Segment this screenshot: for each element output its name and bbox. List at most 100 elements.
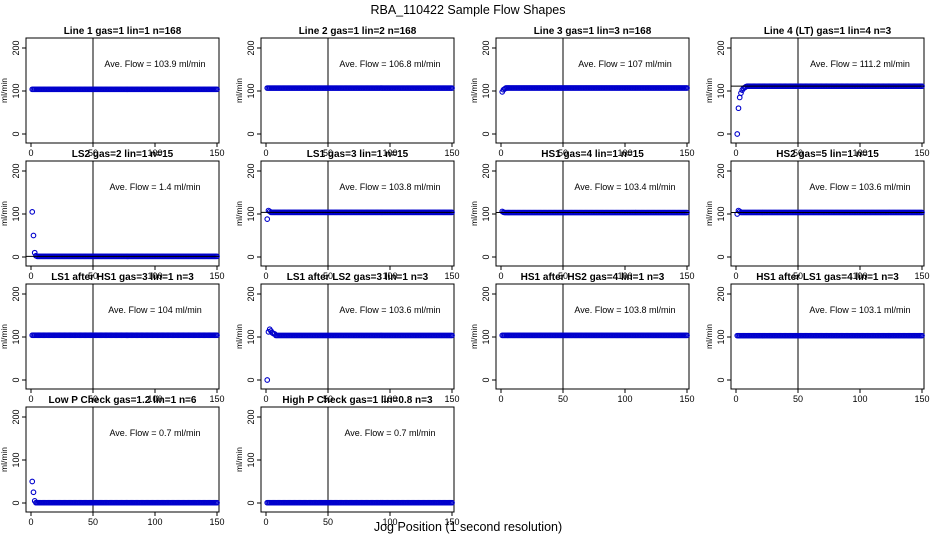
x-tick-label: 0	[28, 394, 33, 404]
x-tick-label: 100	[147, 271, 162, 281]
panel-title: HS1 after HS2 gas=4 lin=1 n=3	[521, 272, 665, 283]
x-tick-label: 50	[88, 271, 98, 281]
chart-panel-6: LS1 gas=3 lin=1 n=15 0 50 100 150 0 100 200 ml/m…	[234, 149, 460, 281]
x-tick-label: 150	[444, 148, 459, 158]
y-axis-label: ml/min	[469, 201, 479, 226]
y-tick-label: 100	[246, 83, 256, 98]
x-tick-label: 100	[852, 394, 867, 404]
figure-title: RBA_110422 Sample Flow Shapes	[370, 3, 565, 17]
data-point	[30, 232, 37, 239]
y-tick-label: 200	[11, 40, 21, 55]
data-points	[264, 499, 455, 506]
chart-panel-3: Line 3 gas=1 lin=3 n=168 0 50 100 150 0 100 200…	[469, 26, 695, 158]
y-tick-label: 200	[246, 286, 256, 301]
data-point	[264, 216, 271, 223]
data-points	[499, 208, 690, 216]
x-tick-label: 0	[733, 271, 738, 281]
x-tick-label: 150	[209, 271, 224, 281]
y-tick-label: 0	[716, 131, 726, 136]
panel-title: LS1 after HS1 gas=3 lin=1 n=3	[51, 272, 194, 283]
y-tick-label: 0	[11, 254, 21, 259]
y-tick-label: 200	[481, 163, 491, 178]
y-tick-label: 200	[716, 163, 726, 178]
panel-title: HS1 gas=4 lin=1 n=15	[541, 149, 644, 160]
x-tick-label: 150	[444, 517, 459, 527]
chart-panel-14: High P Check gas=1 lin=0.8 n=3 0 50 100 150 0…	[234, 395, 460, 527]
chart-panel-9: LS1 after HS1 gas=3 lin=1 n=3 0 50 100 150 0 1…	[0, 272, 225, 404]
y-axis-label: ml/min	[704, 78, 714, 103]
x-tick-label: 0	[498, 394, 503, 404]
y-tick-label: 0	[246, 500, 256, 505]
y-tick-label: 100	[11, 206, 21, 221]
panel-title: Line 3 gas=1 lin=3 n=168	[534, 26, 652, 37]
data-points	[734, 332, 925, 339]
chart-panel-8: HS2 gas=5 lin=1 n=15 0 50 100 150 0 100 200 ml/m…	[704, 149, 930, 281]
x-tick-label: 100	[382, 148, 397, 158]
y-tick-label: 100	[246, 452, 256, 467]
data-point	[214, 332, 220, 339]
data-points	[499, 85, 690, 95]
y-tick-label: 200	[716, 286, 726, 301]
y-tick-label: 0	[481, 377, 491, 382]
y-tick-label: 0	[11, 500, 21, 505]
y-axis-label: ml/min	[0, 201, 9, 226]
y-tick-label: 0	[246, 131, 256, 136]
average-flow-annotation: Ave. Flow = 103.6 ml/min	[339, 305, 440, 315]
panel-title: LS2 gas=2 lin=1 n=15	[72, 149, 174, 160]
x-tick-label: 50	[558, 148, 568, 158]
panel-title: High P Check gas=1 lin=0.8 n=3	[282, 395, 433, 406]
x-axis-title: Jog Position (1 second resolution)	[374, 520, 562, 534]
plot-frame	[260, 406, 455, 513]
average-flow-annotation: Ave. Flow = 106.8 ml/min	[339, 59, 440, 69]
average-flow-annotation: Ave. Flow = 103.6 ml/min	[809, 182, 910, 192]
data-points	[499, 332, 690, 339]
y-tick-label: 200	[246, 409, 256, 424]
average-flow-annotation: Ave. Flow = 104 ml/min	[108, 305, 202, 315]
x-tick-label: 100	[147, 148, 162, 158]
y-tick-label: 100	[716, 83, 726, 98]
chart-panel-1: Line 1 gas=1 lin=1 n=168 0 50 100 150 0 100 200…	[0, 26, 225, 158]
y-tick-label: 200	[11, 409, 21, 424]
x-tick-label: 150	[914, 271, 929, 281]
x-tick-label: 0	[263, 271, 268, 281]
y-axis-label: ml/min	[234, 447, 244, 472]
data-point	[29, 209, 36, 215]
average-flow-annotation: Ave. Flow = 107 ml/min	[578, 59, 672, 69]
y-tick-label: 0	[11, 377, 21, 382]
data-point	[30, 489, 37, 496]
x-tick-label: 100	[147, 394, 162, 404]
panel-title: LS1 gas=3 lin=1 n=15	[307, 149, 409, 160]
data-point	[214, 499, 220, 506]
average-flow-annotation: Ave. Flow = 0.7 ml/min	[344, 428, 435, 438]
x-tick-label: 150	[209, 148, 224, 158]
y-axis-label: ml/min	[469, 324, 479, 349]
y-tick-label: 0	[716, 254, 726, 259]
y-tick-label: 100	[11, 452, 21, 467]
data-points	[29, 209, 220, 260]
chart-panel-2: Line 2 gas=1 lin=2 n=168 0 50 100 150 0 100 200…	[234, 26, 460, 158]
y-axis-label: ml/min	[704, 324, 714, 349]
chart-panel-5: LS2 gas=2 lin=1 n=15 0 50 100 150 0 100 200 ml/m…	[0, 149, 225, 281]
data-points	[29, 86, 220, 93]
y-tick-label: 100	[716, 329, 726, 344]
y-axis-label: ml/min	[469, 78, 479, 103]
average-flow-annotation: Ave. Flow = 103.4 ml/min	[574, 182, 675, 192]
y-tick-label: 200	[481, 286, 491, 301]
average-flow-annotation: Ave. Flow = 0.7 ml/min	[109, 428, 200, 438]
panel-title: HS1 after LS1 gas=4 lin=1 n=3	[756, 272, 899, 283]
data-points	[29, 478, 220, 506]
x-tick-label: 50	[323, 271, 333, 281]
y-tick-label: 100	[481, 329, 491, 344]
y-tick-label: 0	[246, 254, 256, 259]
x-tick-label: 150	[679, 148, 694, 158]
x-tick-label: 150	[209, 517, 224, 527]
x-tick-label: 100	[382, 271, 397, 281]
x-tick-label: 0	[28, 148, 33, 158]
average-flow-annotation: Ave. Flow = 103.8 ml/min	[574, 305, 675, 315]
x-tick-label: 0	[28, 271, 33, 281]
y-tick-label: 100	[716, 206, 726, 221]
data-point	[684, 332, 690, 339]
y-tick-label: 200	[11, 163, 21, 178]
x-tick-label: 0	[498, 148, 503, 158]
